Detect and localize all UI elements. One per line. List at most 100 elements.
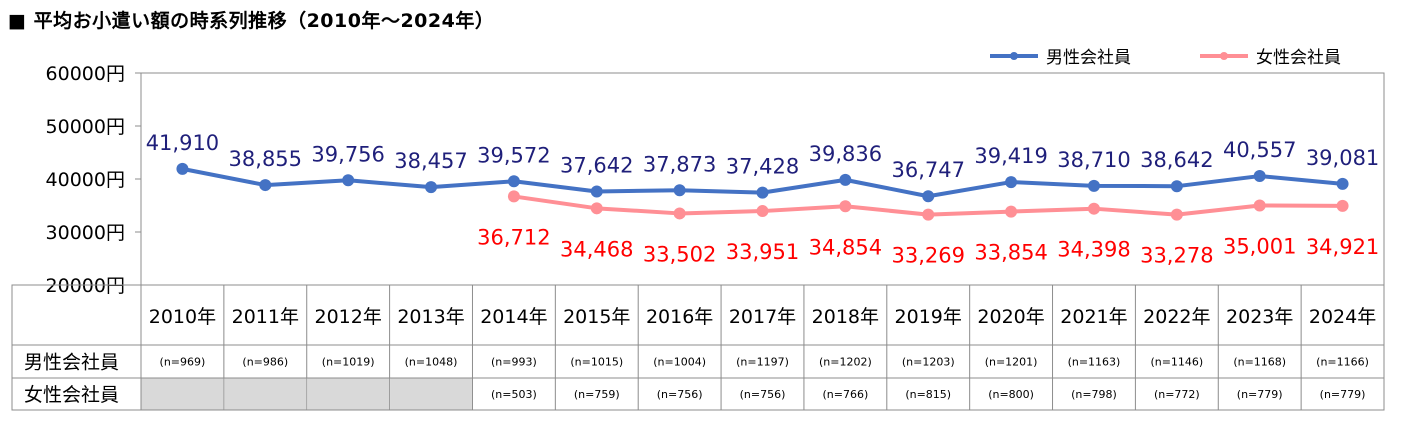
y-tick-label: 20000円 (46, 275, 125, 297)
table-cell: (n=1163) (1068, 356, 1121, 369)
female-data-point (673, 207, 686, 220)
table-row-label: 女性会社員 (24, 384, 119, 406)
female-data-label: 35,001 (1223, 234, 1296, 258)
male-data-point (756, 186, 769, 199)
female-data-label: 33,502 (643, 242, 716, 266)
male-data-point (922, 190, 935, 203)
female-data-label: 34,854 (809, 235, 882, 259)
x-tick-label: 2010年 (149, 306, 216, 328)
male-data-point (176, 162, 189, 175)
female-data-point (590, 202, 603, 215)
table-cell: (n=1197) (736, 356, 789, 369)
x-tick-label: 2020年 (977, 306, 1044, 328)
table-cell: (n=815) (905, 388, 951, 401)
male-data-point (1170, 180, 1183, 193)
female-data-label: 36,712 (477, 225, 550, 249)
x-tick-label: 2018年 (812, 306, 879, 328)
male-data-point (342, 174, 355, 187)
legend-marker-female (1220, 52, 1228, 60)
male-data-point (839, 173, 852, 186)
table-cell: (n=1146) (1150, 356, 1203, 369)
table-cell: (n=1004) (653, 356, 706, 369)
table-cell: (n=1048) (405, 356, 458, 369)
x-tick-label: 2012年 (314, 306, 381, 328)
table-row-label: 男性会社員 (24, 352, 119, 374)
male-data-point (425, 181, 438, 194)
table-cell: (n=779) (1237, 388, 1283, 401)
x-tick-label: 2023年 (1226, 306, 1293, 328)
male-data-point (507, 175, 520, 188)
male-data-label: 38,457 (394, 149, 467, 173)
table-empty-cell (390, 378, 472, 410)
legend-marker-male (1010, 52, 1018, 60)
x-tick-label: 2022年 (1143, 306, 1210, 328)
x-tick-label: 2024年 (1309, 306, 1376, 328)
table-empty-cell (307, 378, 390, 410)
female-data-point (1336, 199, 1349, 212)
female-data-label: 33,278 (1140, 244, 1213, 268)
female-data-point (922, 208, 935, 221)
table-cell: (n=756) (657, 388, 703, 401)
male-data-label: 37,642 (560, 153, 633, 177)
table-cell: (n=1202) (819, 356, 872, 369)
female-data-point (839, 200, 852, 213)
x-tick-label: 2021年 (1060, 306, 1127, 328)
male-data-label: 38,855 (229, 147, 302, 171)
male-data-point (1005, 176, 1018, 189)
table-cell: (n=759) (574, 388, 620, 401)
male-data-label: 39,836 (809, 142, 882, 166)
female-data-point (1253, 199, 1266, 212)
y-tick-label: 40000円 (46, 169, 125, 191)
table-empty-cell (224, 378, 307, 410)
female-data-label: 34,921 (1306, 235, 1379, 259)
male-data-point (1336, 177, 1349, 190)
female-data-point (1087, 202, 1100, 215)
x-tick-label: 2017年 (729, 306, 796, 328)
y-tick-label: 60000円 (46, 63, 125, 85)
y-tick-label: 50000円 (46, 116, 125, 138)
legend-label-male: 男性会社員 (1046, 48, 1131, 68)
table-cell: (n=503) (491, 388, 537, 401)
female-data-label: 34,468 (560, 237, 633, 261)
female-data-label: 33,269 (891, 244, 964, 268)
table-cell: (n=772) (1154, 388, 1200, 401)
female-data-point (507, 190, 520, 203)
table-cell: (n=1203) (902, 356, 955, 369)
female-data-label: 33,854 (974, 241, 1047, 265)
table-empty-cell (141, 378, 224, 410)
male-data-point (1087, 179, 1100, 192)
y-tick-label: 30000円 (46, 222, 125, 244)
female-data-label: 33,951 (726, 240, 799, 264)
x-tick-label: 2016年 (646, 306, 713, 328)
table-cell: (n=1015) (570, 356, 623, 369)
table-cell: (n=1201) (985, 356, 1038, 369)
table-cell: (n=1166) (1316, 356, 1369, 369)
female-data-point (756, 205, 769, 218)
x-tick-label: 2019年 (895, 306, 962, 328)
male-data-label: 39,756 (311, 142, 384, 166)
x-tick-label: 2013年 (397, 306, 464, 328)
male-data-label: 38,642 (1140, 148, 1213, 172)
male-data-label: 40,557 (1223, 138, 1296, 162)
table-cell: (n=779) (1320, 388, 1366, 401)
male-data-label: 38,710 (1057, 148, 1130, 172)
male-data-point (590, 185, 603, 198)
table-cell: (n=756) (740, 388, 786, 401)
x-tick-label: 2011年 (232, 306, 299, 328)
male-data-label: 37,873 (643, 152, 716, 176)
x-tick-label: 2014年 (480, 306, 547, 328)
table-cell: (n=993) (491, 356, 537, 369)
table-cell: (n=766) (822, 388, 868, 401)
male-data-label: 39,081 (1306, 146, 1379, 170)
table-cell: (n=1168) (1233, 356, 1286, 369)
chart-title: ■ 平均お小遣い額の時系列推移（2010年～2024年） (8, 10, 495, 32)
x-tick-label: 2015年 (563, 306, 630, 328)
male-data-point (673, 184, 686, 197)
table-cell: (n=798) (1071, 388, 1117, 401)
male-data-label: 39,419 (974, 144, 1047, 168)
female-data-label: 34,398 (1057, 238, 1130, 262)
male-data-point (259, 179, 272, 192)
male-data-label: 41,910 (146, 131, 219, 155)
female-data-point (1170, 208, 1183, 221)
